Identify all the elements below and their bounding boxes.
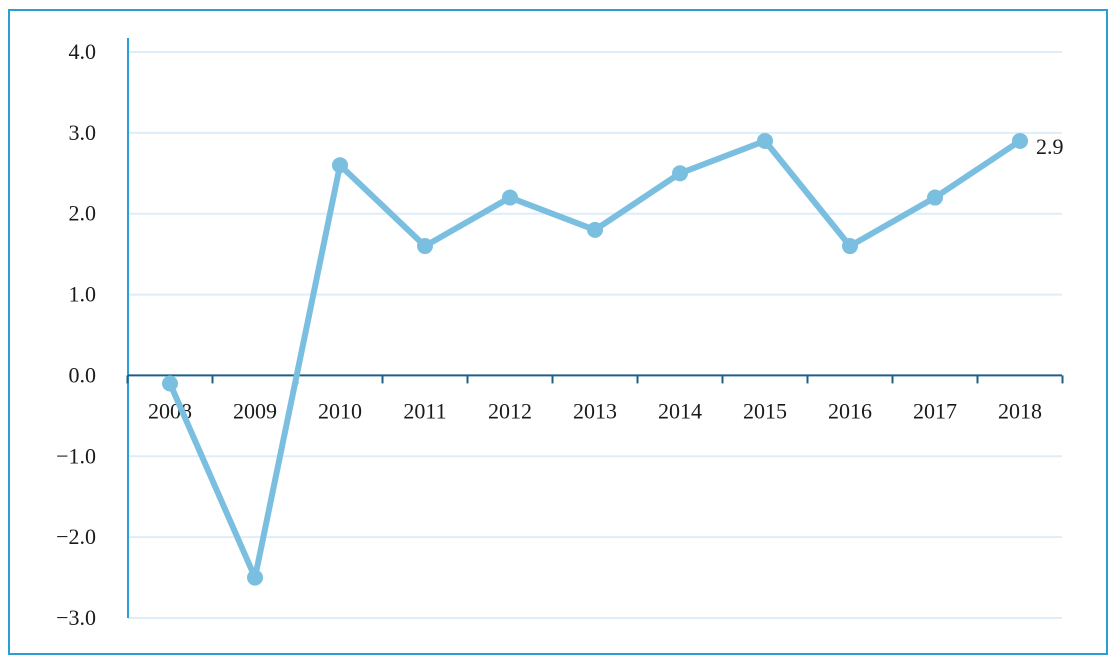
x-tick-label: 2012 — [488, 398, 532, 423]
data-point — [162, 375, 178, 392]
data-point — [502, 189, 518, 206]
y-tick-label: 1.0 — [69, 282, 97, 307]
y-tick-label: −3.0 — [56, 605, 96, 630]
data-point — [417, 238, 433, 255]
data-point — [672, 165, 688, 182]
x-tick-label: 2014 — [658, 398, 702, 423]
chart-frame — [8, 9, 1108, 655]
data-point — [332, 157, 348, 174]
data-point — [587, 221, 603, 238]
y-tick-label: −2.0 — [56, 524, 96, 549]
data-point — [842, 238, 858, 255]
y-tick-labels: 4.0 3.0 2.0 1.0 0.0 −1.0 −2.0 −3.0 — [56, 39, 96, 630]
x-tick-label: 2017 — [913, 398, 957, 423]
axes — [126, 38, 1064, 618]
x-tick-label: 2013 — [573, 398, 617, 423]
x-tick-label: 2011 — [403, 398, 446, 423]
y-tick-label: 3.0 — [69, 120, 97, 145]
data-point — [757, 132, 773, 149]
x-tick-label: 2018 — [998, 398, 1042, 423]
x-tick-labels: 2008 2009 2010 2011 2012 2013 2014 2015 2016 2017… — [148, 398, 1042, 423]
y-tick-label: 4.0 — [69, 39, 97, 64]
data-labels: 2.9 — [1036, 134, 1064, 159]
y-tick-label: 2.0 — [69, 201, 97, 226]
data-point — [927, 189, 943, 206]
data-point — [247, 569, 263, 586]
data-point — [1012, 132, 1028, 149]
data-label: 2.9 — [1036, 134, 1064, 159]
y-tick-label: −1.0 — [56, 443, 96, 468]
x-tick-label: 2015 — [743, 398, 787, 423]
series-line-path — [167, 137, 1023, 581]
gridlines — [128, 51, 1062, 619]
x-tick-label: 2009 — [233, 398, 277, 423]
x-tick-label: 2010 — [318, 398, 362, 423]
series-points — [162, 132, 1028, 586]
x-tick-label: 2016 — [828, 398, 872, 423]
series-line — [167, 137, 1023, 581]
y-tick-label: 0.0 — [69, 362, 97, 387]
